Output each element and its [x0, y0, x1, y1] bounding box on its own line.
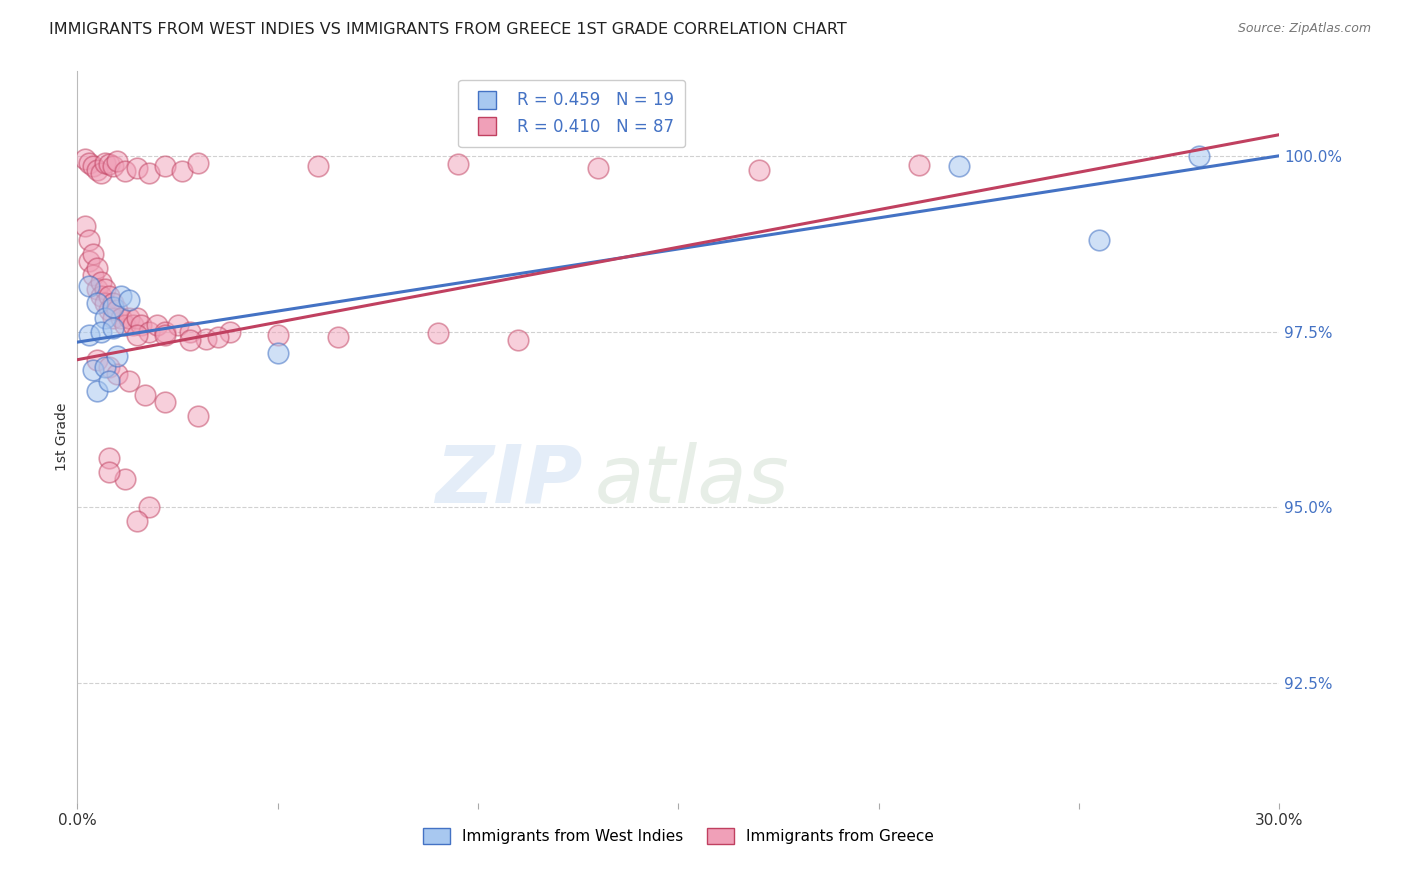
Point	[103, 159, 125, 173]
Point	[86, 296, 108, 310]
Point	[326, 330, 349, 344]
Point	[588, 161, 610, 176]
Point	[94, 296, 117, 310]
Point	[98, 303, 121, 318]
Text: IMMIGRANTS FROM WEST INDIES VS IMMIGRANTS FROM GREECE 1ST GRADE CORRELATION CHAR: IMMIGRANTS FROM WEST INDIES VS IMMIGRANT…	[49, 22, 846, 37]
Point	[155, 325, 177, 339]
Point	[155, 328, 177, 343]
Point	[86, 162, 108, 177]
Point	[447, 157, 470, 171]
Point	[107, 367, 129, 381]
Point	[748, 162, 770, 177]
Point	[1088, 233, 1111, 247]
Point	[98, 359, 121, 374]
Point	[86, 261, 108, 276]
Point	[79, 278, 101, 293]
Point	[127, 310, 149, 325]
Point	[207, 330, 229, 344]
Point	[114, 164, 136, 178]
Point	[79, 155, 101, 169]
Point	[90, 289, 112, 303]
Point	[127, 328, 149, 343]
Point	[110, 289, 132, 303]
Point	[94, 310, 117, 325]
Point	[107, 349, 129, 363]
Point	[107, 303, 129, 318]
Point	[218, 325, 240, 339]
Point	[98, 451, 121, 466]
Point	[90, 276, 112, 290]
Point	[186, 155, 209, 169]
Point	[155, 159, 177, 173]
Point	[118, 293, 141, 307]
Point	[155, 395, 177, 409]
Point	[179, 333, 201, 347]
Point	[98, 374, 121, 388]
Point	[98, 157, 121, 171]
Point	[98, 289, 121, 303]
Point	[170, 164, 193, 178]
Point	[508, 333, 530, 347]
Point	[138, 166, 160, 180]
Point	[79, 328, 101, 343]
Point	[267, 328, 290, 343]
Point	[86, 282, 108, 296]
Legend: Immigrants from West Indies, Immigrants from Greece: Immigrants from West Indies, Immigrants …	[416, 822, 941, 850]
Point	[134, 388, 156, 402]
Point	[114, 472, 136, 486]
Point	[146, 318, 169, 332]
Point	[94, 282, 117, 296]
Point	[122, 318, 145, 332]
Point	[1188, 149, 1211, 163]
Point	[138, 500, 160, 515]
Point	[75, 153, 97, 167]
Point	[186, 409, 209, 423]
Point	[138, 325, 160, 339]
Point	[948, 159, 970, 173]
Point	[908, 158, 931, 172]
Point	[307, 159, 329, 173]
Point	[86, 384, 108, 399]
Point	[86, 352, 108, 367]
Point	[82, 363, 104, 377]
Text: atlas: atlas	[595, 442, 789, 520]
Point	[94, 155, 117, 169]
Point	[90, 325, 112, 339]
Point	[82, 268, 104, 283]
Point	[118, 310, 141, 325]
Point	[75, 219, 97, 233]
Point	[103, 296, 125, 310]
Point	[267, 345, 290, 359]
Point	[79, 233, 101, 247]
Point	[98, 465, 121, 479]
Point	[103, 321, 125, 335]
Point	[118, 374, 141, 388]
Point	[131, 318, 153, 332]
Point	[103, 310, 125, 325]
Point	[427, 326, 450, 340]
Point	[179, 325, 201, 339]
Point	[114, 318, 136, 332]
Point	[127, 515, 149, 529]
Text: ZIP: ZIP	[434, 442, 582, 520]
Point	[90, 166, 112, 180]
Text: Source: ZipAtlas.com: Source: ZipAtlas.com	[1237, 22, 1371, 36]
Point	[194, 332, 217, 346]
Point	[107, 154, 129, 169]
Point	[127, 161, 149, 176]
Point	[82, 159, 104, 173]
Point	[166, 318, 188, 332]
Point	[82, 247, 104, 261]
Point	[103, 300, 125, 314]
Point	[94, 359, 117, 374]
Point	[79, 254, 101, 268]
Point	[110, 310, 132, 325]
Y-axis label: 1st Grade: 1st Grade	[55, 403, 69, 471]
